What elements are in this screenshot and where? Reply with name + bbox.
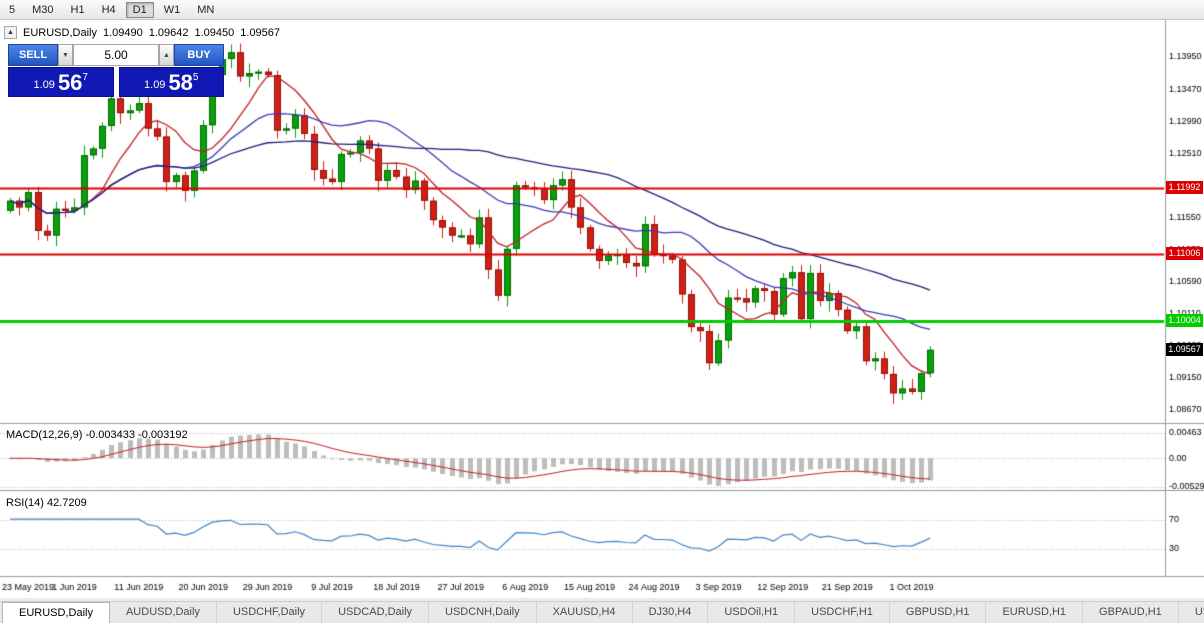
price-level-tag: 1.10004: [1166, 314, 1203, 327]
chart-title: EURUSD,Daily: [23, 26, 97, 39]
buy-price-prefix: 1.09: [144, 79, 166, 91]
price-level-tag: 1.11992: [1166, 181, 1203, 194]
ohlc-close: 1.09567: [240, 26, 281, 39]
buy-button[interactable]: BUY: [174, 44, 224, 66]
volume-increase-icon[interactable]: ▲: [159, 44, 174, 66]
collapse-chart-icon[interactable]: ▲: [4, 26, 17, 39]
rsi-indicator-label: RSI(14) 42.7209: [6, 497, 87, 509]
timeframe-button-d1[interactable]: D1: [125, 1, 154, 18]
sell-price-display[interactable]: 1.09 56 7: [8, 67, 114, 97]
timeframe-button-mn[interactable]: MN: [197, 3, 215, 16]
timeframe-toolbar: 5 M30 H1 H4 D1 W1 MN: [0, 0, 1204, 20]
chart-tab-usdchf-daily[interactable]: USDCHF,Daily: [217, 602, 323, 623]
chart-tab-usdcnh-daily[interactable]: USDCNH,Daily: [429, 602, 537, 623]
buy-price-pips: 58: [168, 70, 193, 95]
chart-tab-dj30-h4[interactable]: DJ30,H4: [633, 602, 709, 623]
volume-input[interactable]: 5.00: [73, 44, 159, 66]
sell-button[interactable]: SELL: [8, 44, 58, 66]
chart-tab-gbpusd-h1[interactable]: GBPUSD,H1: [890, 602, 987, 623]
chart-area: ▲ EURUSD,Daily 1.09490 1.09642 1.09450 1…: [0, 20, 1204, 598]
chart-tab-audusd-daily[interactable]: AUDUSD,Daily: [110, 602, 217, 623]
chart-tab-eurusd-daily[interactable]: EURUSD,Daily: [2, 602, 110, 623]
price-level-tag: 1.11006: [1166, 247, 1203, 260]
sell-price-prefix: 1.09: [33, 79, 55, 91]
timeframe-button-h1[interactable]: H1: [70, 3, 85, 16]
price-level-tag: 1.09567: [1166, 343, 1203, 356]
ohlc-low: 1.09450: [194, 26, 235, 39]
chart-canvas[interactable]: [0, 20, 1204, 598]
volume-decrease-icon[interactable]: ▼: [58, 44, 73, 66]
timeframe-button-m30[interactable]: M30: [32, 3, 54, 16]
timeframe-button-h4[interactable]: H4: [101, 3, 116, 16]
one-click-trading-panel: SELL ▼ 5.00 ▲ BUY 1.09 56 7 1.09 58 5: [8, 44, 224, 97]
sell-price-point: 7: [82, 72, 88, 83]
chart-tab-gbpaud-h1[interactable]: GBPAUD,H1: [1083, 602, 1179, 623]
buy-price-display[interactable]: 1.09 58 5: [118, 67, 224, 97]
chart-header: ▲ EURUSD,Daily 1.09490 1.09642 1.09450 1…: [4, 26, 280, 39]
buy-price-point: 5: [192, 72, 199, 83]
ohlc-open: 1.09490: [102, 26, 143, 39]
chart-tab-eurusd-h1[interactable]: EURUSD,H1: [986, 602, 1084, 623]
chart-tab-xauusd-h4[interactable]: XAUUSD,H4: [537, 602, 633, 623]
macd-indicator-label: MACD(12,26,9) -0.003433 -0.003192: [6, 429, 188, 441]
timeframe-button-5[interactable]: 5: [9, 3, 16, 16]
chart-tab-usdoil-h1[interactable]: USDOil,H1: [708, 602, 796, 623]
chart-tab-usdchf-h1[interactable]: USDCHF,H1: [795, 602, 890, 623]
ohlc-high: 1.09642: [148, 26, 189, 39]
timeframe-button-w1[interactable]: W1: [163, 3, 181, 16]
chart-tabs-bar: EURUSD,Daily AUDUSD,Daily USDCHF,Daily USDC…: [0, 601, 1204, 623]
chart-tab-usdcad-daily[interactable]: USDCAD,Daily: [322, 602, 430, 623]
chart-tab-usdjpy-h1[interactable]: USDJPY,H1: [1179, 602, 1204, 623]
sell-price-pips: 56: [57, 70, 83, 95]
